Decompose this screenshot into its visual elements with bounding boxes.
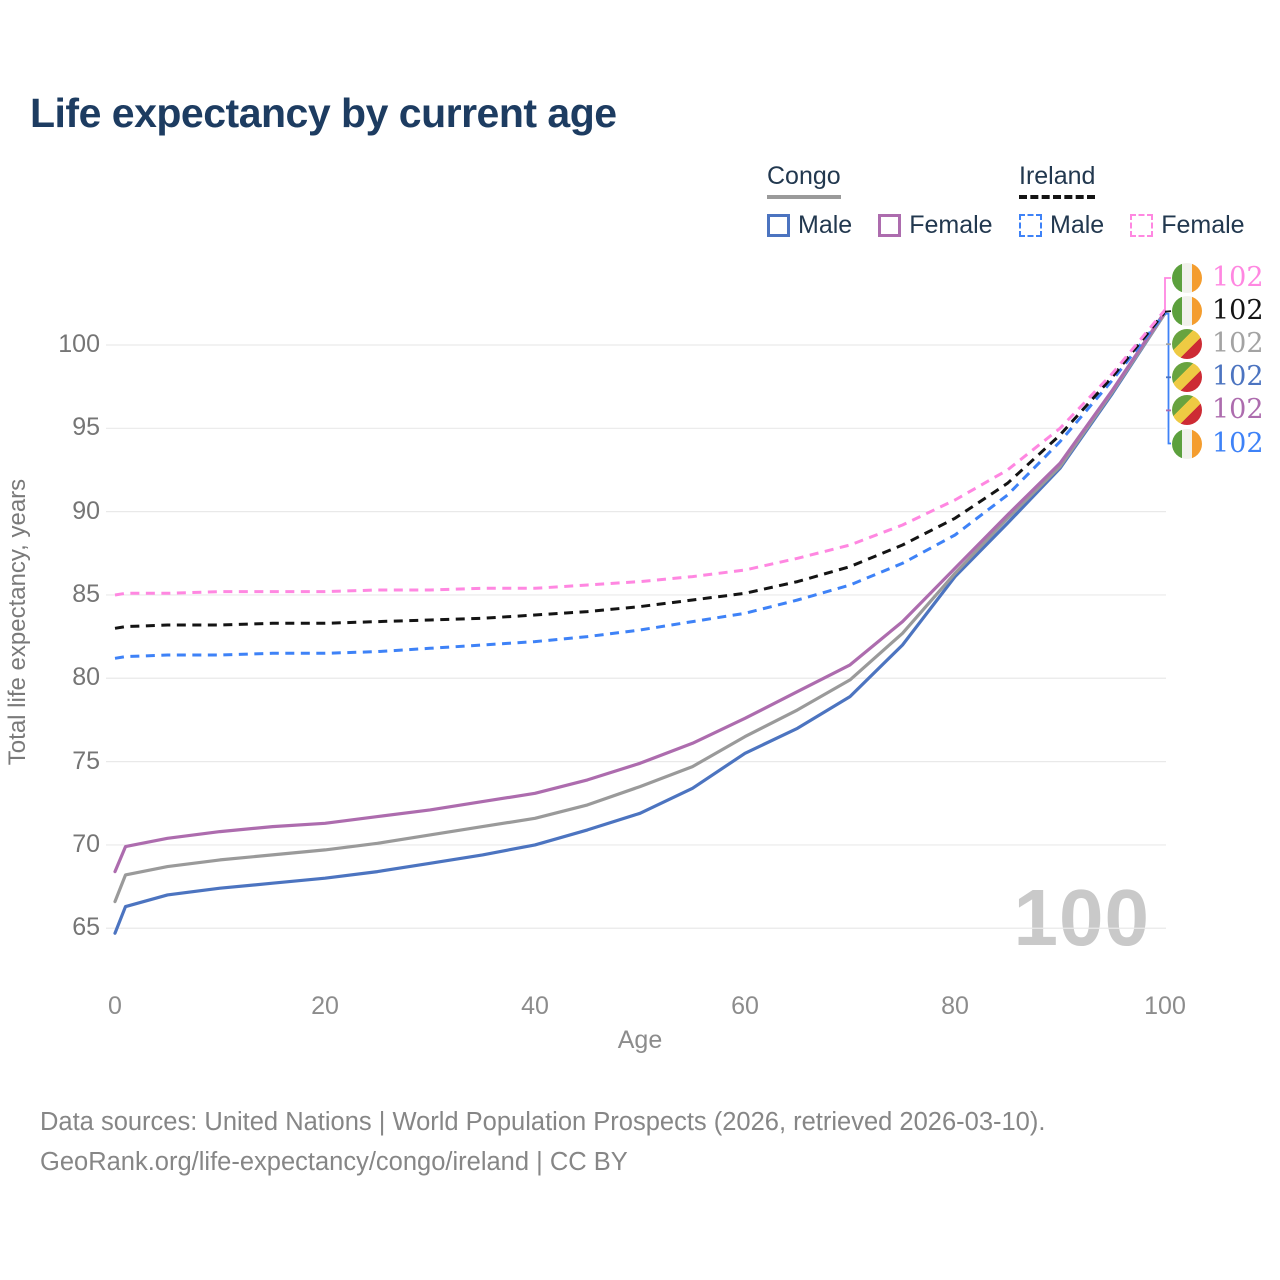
leader-line-ireland <box>1164 310 1172 313</box>
leader-line-ireland-female <box>1164 277 1171 312</box>
x-axis-title: Age <box>617 1026 663 1054</box>
legend-ireland-heading[interactable]: Ireland <box>1019 162 1096 199</box>
x-tick-20: 20 <box>311 992 339 1020</box>
y-tick-100: 100 <box>58 330 100 358</box>
ireland-female-swatch-icon <box>1130 214 1154 237</box>
series-line-congo-male <box>113 311 1167 935</box>
ireland-flag-icon <box>1172 296 1202 327</box>
legend-item-congo-male[interactable]: Male <box>767 211 852 240</box>
end-label-congo-both-sexes: 102 <box>1172 328 1264 360</box>
x-tick-100: 100 <box>1144 992 1186 1020</box>
y-tick-65: 65 <box>72 913 100 942</box>
y-tick-70: 70 <box>72 829 100 858</box>
legend-label: Male <box>1050 211 1105 239</box>
series-line-ireland-male <box>114 312 1167 660</box>
end-label-ireland-female: 102 <box>1172 262 1264 294</box>
series-line-congo-female <box>113 310 1167 874</box>
end-label-ireland-male: 102 <box>1172 428 1264 460</box>
end-value: 102 <box>1212 394 1264 426</box>
x-tick-80: 80 <box>941 992 969 1020</box>
congo-flag-icon <box>1172 329 1202 360</box>
leader-line-ireland-male <box>1165 312 1171 445</box>
age-counter-watermark: 100 <box>1013 873 1150 962</box>
end-value: 102 <box>1212 328 1264 360</box>
legend-item-congo-female[interactable]: Female <box>878 211 993 240</box>
footer-data-sources: Data sources: United Nations | World Pop… <box>40 1108 1046 1136</box>
y-tick-90: 90 <box>72 496 100 525</box>
series-line-congo-both-sexes <box>113 311 1167 904</box>
series-line-ireland-both-sexes <box>114 310 1167 630</box>
legend-congo-heading[interactable]: Congo <box>767 162 841 199</box>
legend-item-ireland-female[interactable]: Female <box>1130 211 1245 240</box>
legend-item-ireland-male[interactable]: Male <box>1019 211 1104 240</box>
series-line-ireland-female <box>114 309 1167 597</box>
legend-group-ireland: Ireland Male Female <box>1019 162 1245 240</box>
end-value: 102 <box>1212 295 1264 327</box>
y-tick-75: 75 <box>72 746 100 775</box>
congo-flag-icon <box>1172 395 1202 426</box>
end-label-congo-male: 102 <box>1172 361 1264 393</box>
ireland-flag-icon <box>1172 428 1202 459</box>
y-tick-80: 80 <box>72 663 100 692</box>
end-label-ireland-both-sexes: 102 <box>1172 295 1264 327</box>
y-tick-85: 85 <box>72 579 100 608</box>
y-tick-95: 95 <box>72 413 100 442</box>
end-value: 102 <box>1212 361 1264 393</box>
end-value: 102 <box>1212 427 1264 459</box>
legend-label: Male <box>798 211 853 239</box>
x-tick-60: 60 <box>731 992 759 1020</box>
congo-flag-icon <box>1172 362 1202 393</box>
legend-label: Female <box>909 211 993 239</box>
legend-group-congo: Congo Male Female <box>767 162 993 240</box>
x-tick-40: 40 <box>521 992 549 1020</box>
end-label-congo-female: 102 <box>1172 394 1264 426</box>
footer-attribution[interactable]: GeoRank.org/life-expectancy/congo/irelan… <box>40 1148 628 1176</box>
congo-female-swatch-icon <box>878 214 902 237</box>
page-title: Life expectancy by current age <box>30 90 617 136</box>
y-axis-title: Total life expectancy, years <box>4 478 31 766</box>
ireland-male-swatch-icon <box>1019 214 1042 237</box>
legend-label: Female <box>1161 211 1245 239</box>
end-value: 102 <box>1212 262 1264 293</box>
congo-male-swatch-icon <box>767 214 790 237</box>
ireland-flag-icon <box>1172 263 1202 293</box>
x-tick-0: 0 <box>108 992 122 1020</box>
